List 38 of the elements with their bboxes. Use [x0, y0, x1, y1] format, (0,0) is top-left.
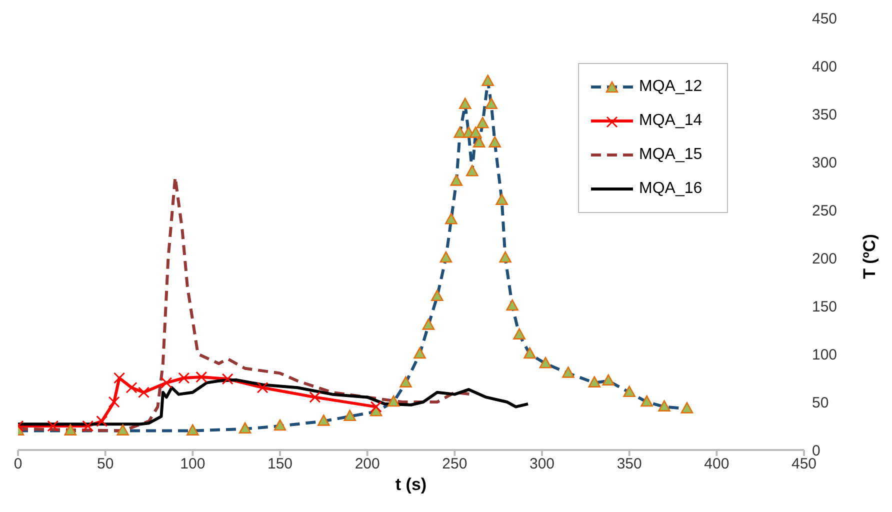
x-tick-label: 250 [442, 456, 468, 473]
y-tick-label: 100 [812, 346, 838, 364]
legend-label: MQA_14 [639, 112, 702, 130]
point [96, 415, 108, 427]
point [126, 382, 138, 394]
y-tick-label: 50 [812, 394, 829, 412]
y-tick-label: 400 [812, 58, 838, 76]
y-tick-label: 200 [812, 250, 838, 268]
legend-label: MQA_12 [639, 78, 702, 96]
point [196, 371, 208, 383]
point [309, 391, 321, 403]
point [222, 373, 234, 385]
x-tick-label: 50 [96, 456, 114, 473]
point [160, 377, 172, 389]
point [114, 372, 126, 384]
point [82, 420, 94, 432]
point [256, 382, 268, 394]
point [370, 401, 382, 413]
y-tick-label: 250 [812, 202, 838, 220]
x-tick-label: 350 [616, 456, 642, 473]
point [178, 372, 190, 384]
x-axis-title: t (s) [395, 475, 427, 494]
y-tick-label: 450 [812, 10, 838, 28]
x-tick-label: 100 [180, 456, 206, 473]
x-tick-label: 400 [704, 456, 730, 473]
legend-label: MQA_15 [639, 146, 702, 164]
x-tick-label: 200 [354, 456, 380, 473]
y-tick-label: 350 [812, 106, 838, 124]
x-tick-label: 0 [14, 456, 22, 473]
legend-label: MQA_16 [639, 180, 702, 198]
x-tick-label: 150 [267, 456, 293, 473]
x-tick-label: 300 [529, 456, 555, 473]
y-tick-label: 150 [812, 298, 838, 316]
y-tick-label: 300 [812, 154, 838, 172]
point [47, 420, 59, 432]
point [108, 396, 120, 408]
point [138, 386, 150, 398]
y-axis-title: T (ºC) [860, 234, 880, 279]
